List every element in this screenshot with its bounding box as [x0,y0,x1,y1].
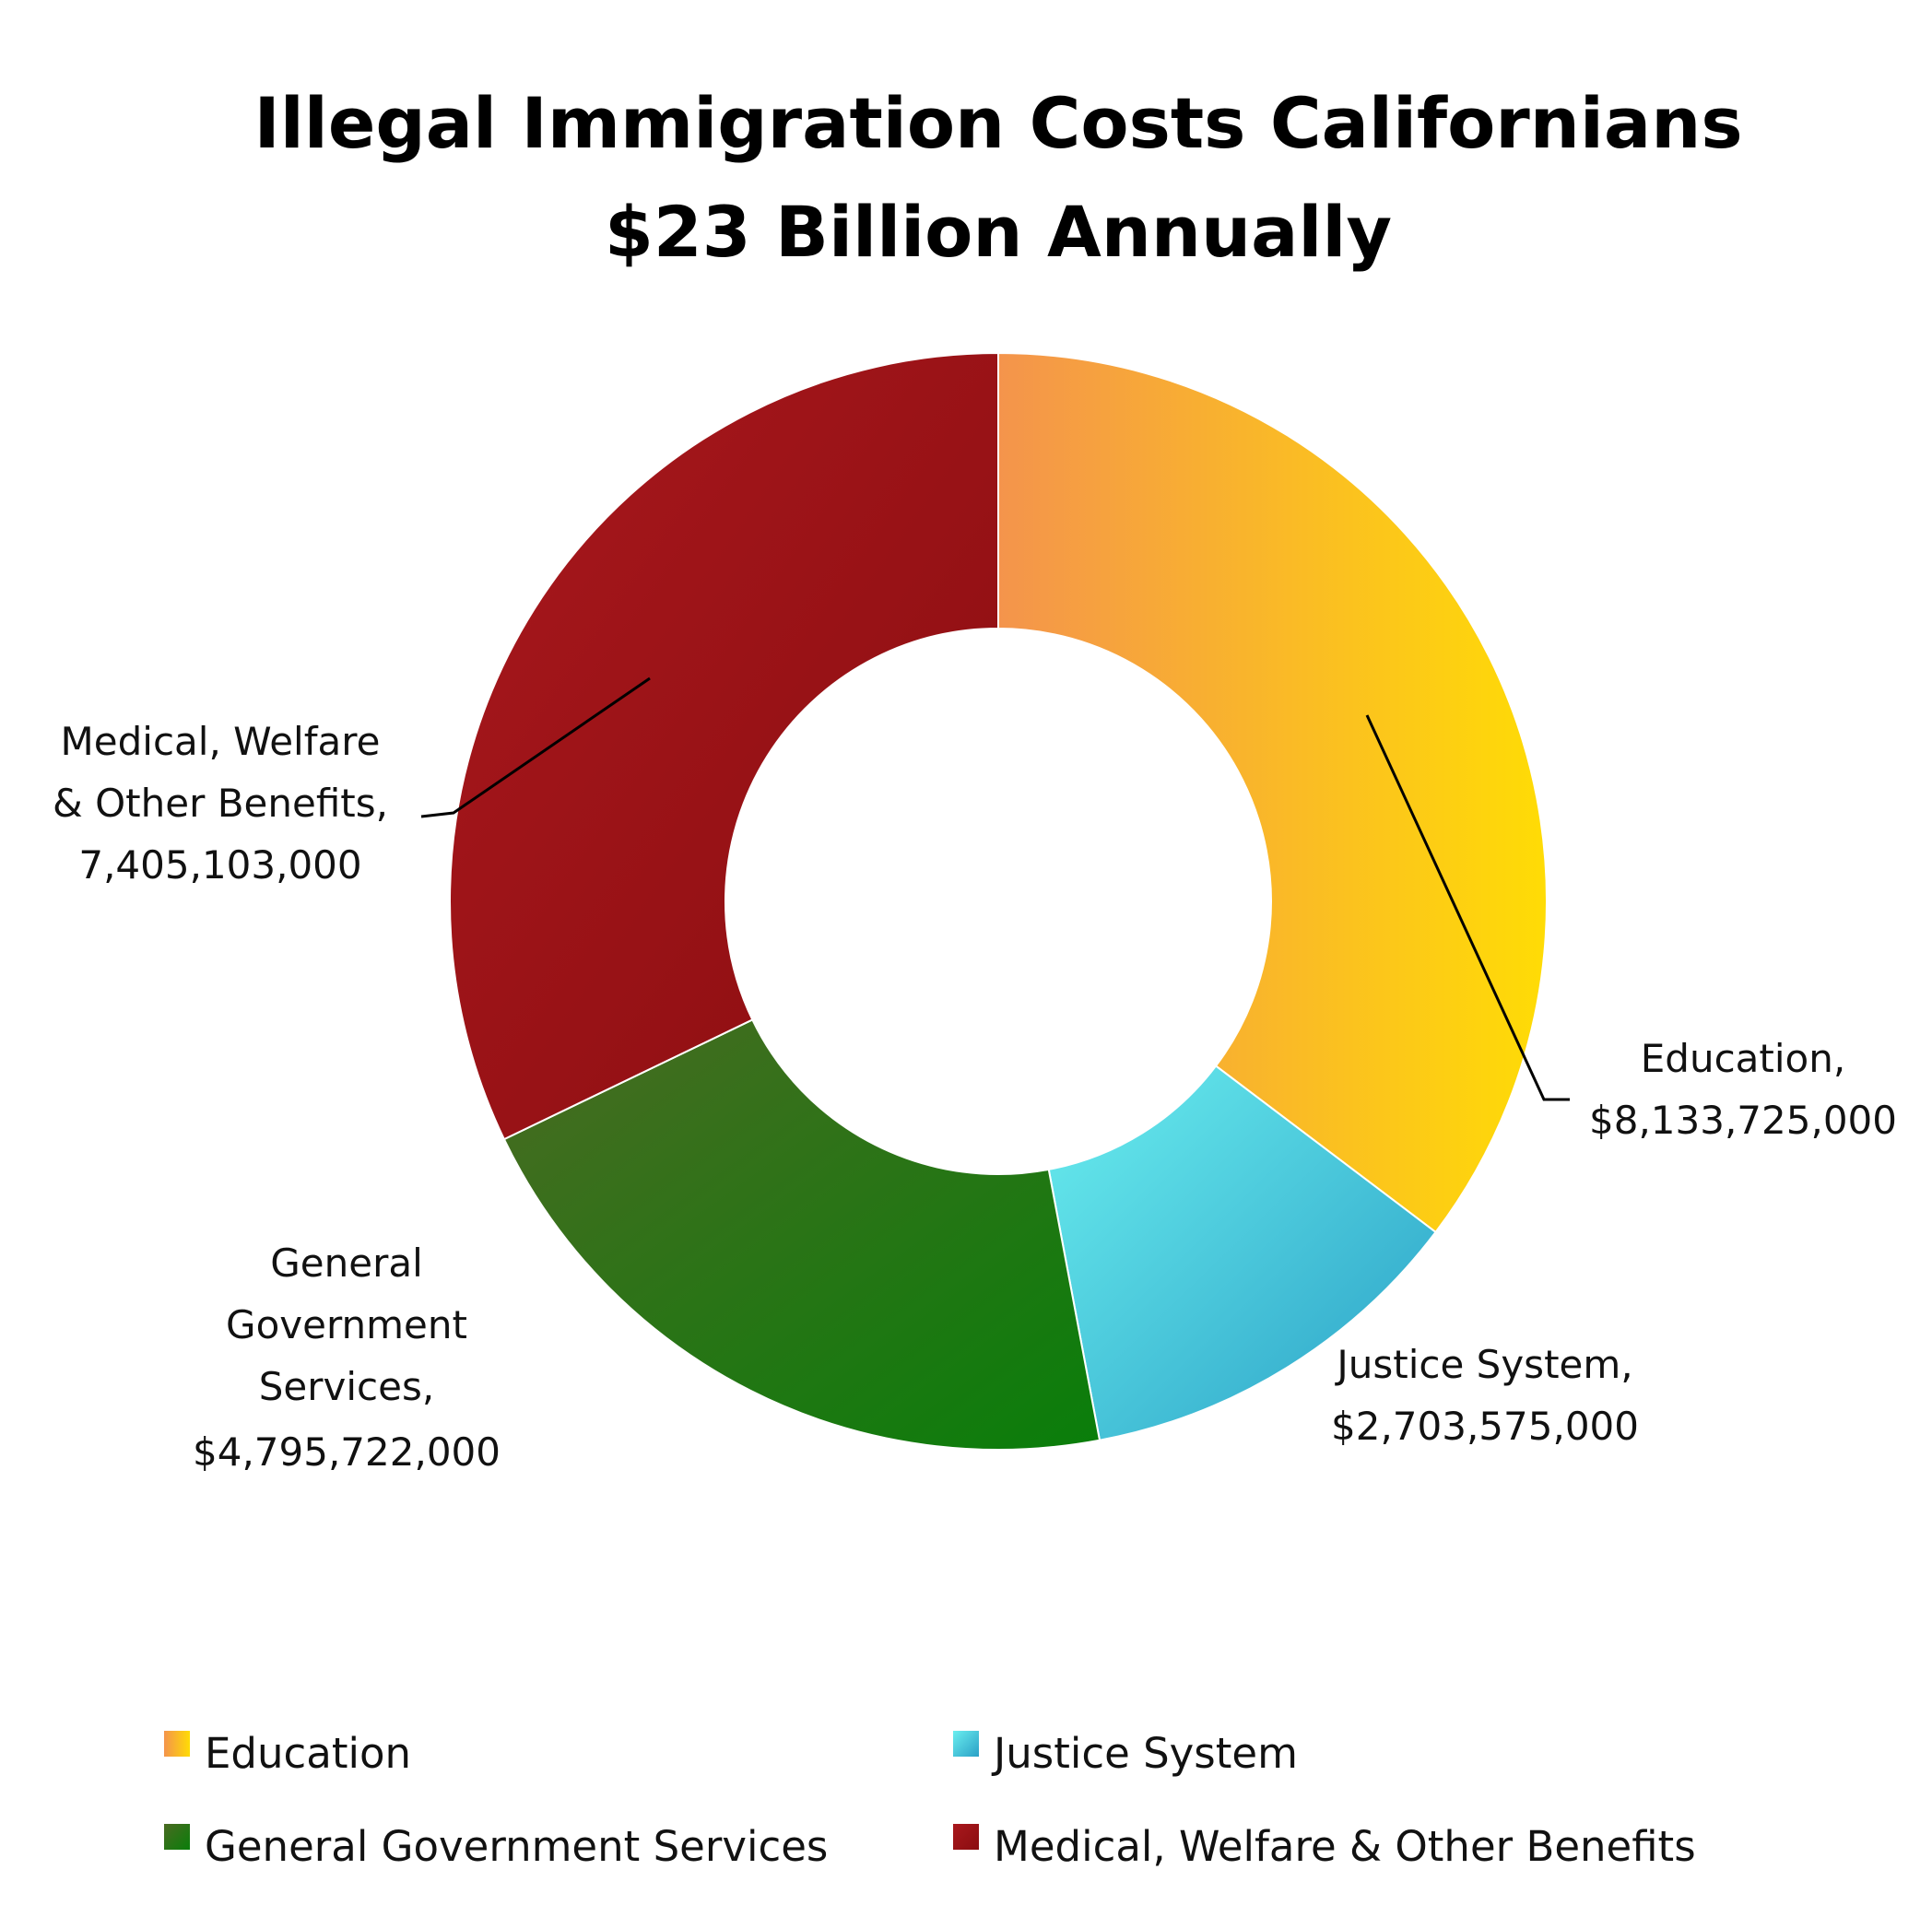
legend-label-education: Education [205,1729,411,1778]
leader-line-medical [420,676,651,818]
legend-swatch-medical-welfare-other-benefits [953,1824,979,1850]
legend-swatch-general-government-services [164,1824,190,1850]
data-label-justice-system: Justice System, [1334,1342,1632,1387]
legend-swatch-education [164,1731,190,1757]
data-label-medical-welfare-other-benefits: & Other Benefits, [53,781,388,826]
data-label-justice-system: $2,703,575,000 [1331,1404,1639,1449]
data-label-general-government-services: $4,795,722,000 [193,1429,501,1475]
chart-title-line-2: $23 Billion Annually [605,191,1392,273]
data-label-general-government-services: Services, [259,1364,434,1409]
chart-title-line-1: Illegal Immigration Costs Californians [253,82,1742,164]
slice-general-government-services [502,1018,1101,1451]
slice-justice-system [1047,1064,1437,1441]
data-label-education: $8,133,725,000 [1589,1098,1897,1143]
legend-swatch-justice-system [953,1731,979,1757]
data-label-medical-welfare-other-benefits: Medical, Welfare [61,719,381,764]
data-label-medical-welfare-other-benefits: 7,405,103,000 [78,842,361,888]
data-label-general-government-services: Government [226,1302,467,1347]
leader-line-education [1365,714,1570,1101]
data-label-general-government-services: General [270,1241,423,1286]
legend-label-medical-welfare-other-benefits: Medical, Welfare & Other Benefits [994,1822,1696,1871]
data-label-education: Education, [1641,1036,1845,1081]
legend-label-justice-system: Justice System [991,1729,1298,1778]
slice-education [997,351,1548,1234]
slice-medical-welfare-other-benefits [449,351,999,1141]
legend-label-general-government-services: General Government Services [205,1822,828,1871]
